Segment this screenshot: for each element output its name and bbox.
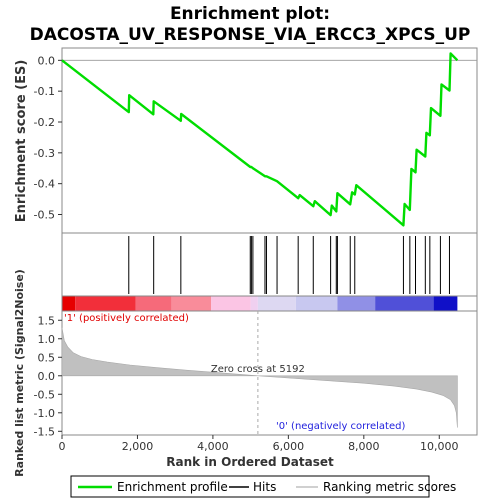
- legend-label-enrichment-profile: Enrichment profile: [117, 480, 228, 494]
- zero-cross-label: Zero cross at 5192: [211, 364, 305, 375]
- metric-y-axis: 1.5 1.0 0.5 0.0 -0.5 -1.0 -1.5: [34, 314, 62, 438]
- es-y-tick-label: 0.0: [38, 54, 56, 67]
- es-y-tick-label: -0.4: [34, 178, 55, 191]
- colorbar-segment: [62, 296, 76, 311]
- metric-y-tick-label: 0.0: [38, 370, 56, 383]
- metric-y-tick-label: -0.5: [34, 388, 55, 401]
- negative-correlation-label: '0' (negatively correlated): [276, 421, 405, 432]
- es-y-tick-label: -0.1: [34, 85, 55, 98]
- es-y-axis: 0.0 -0.1 -0.2 -0.3 -0.4 -0.5: [34, 54, 62, 222]
- metric-y-tick-label: -1.5: [34, 425, 55, 438]
- colorbar-segment: [257, 296, 296, 311]
- x-axis: 0 2,000 4,000 6,000 8,000 10,000: [59, 435, 459, 453]
- es-y-tick-label: -0.2: [34, 116, 55, 129]
- chart-title-line1: Enrichment plot:: [170, 4, 330, 24]
- hit-markers: [128, 236, 450, 294]
- x-tick-label: 6,000: [273, 440, 305, 453]
- colorbar-segment: [211, 296, 251, 311]
- x-tick-label: 8,000: [348, 440, 380, 453]
- metric-y-tick-label: 1.0: [38, 333, 56, 346]
- metric-y-axis-label: Ranked list metric (Signal2Noise): [13, 269, 26, 477]
- colorbar-segment: [250, 296, 258, 311]
- metric-y-tick-label: 1.5: [38, 314, 56, 327]
- legend-frame: [70, 475, 430, 498]
- colorbar-segment: [171, 296, 212, 311]
- es-panel: 0.0 -0.1 -0.2 -0.3 -0.4 -0.5 Enrichment score…: [14, 47, 478, 234]
- legend-label-ranking-metric-scores: Ranking metric scores: [323, 480, 456, 494]
- es-y-tick-label: -0.3: [34, 147, 55, 160]
- es-y-tick-label: -0.5: [34, 209, 55, 222]
- metric-panel: 1.5 1.0 0.5 0.0 -0.5 -1.0 -1.5 Zero cross at 5…: [13, 269, 478, 477]
- legend-label-hits: Hits: [253, 480, 276, 494]
- es-y-axis-label: Enrichment score (ES): [14, 60, 29, 223]
- positive-correlation-label: '1' (positively correlated): [64, 313, 189, 324]
- metric-y-tick-label: -1.0: [34, 407, 55, 420]
- hits-panel: [61, 232, 478, 312]
- ranking-metric-area: [61, 327, 458, 428]
- x-tick-label: 0: [59, 440, 66, 453]
- colorbar-segment: [433, 296, 458, 311]
- colorbar-segment: [75, 296, 136, 311]
- ranking-colorbar: [62, 296, 458, 311]
- legend: Enrichment profile Hits Ranking metric s…: [70, 475, 456, 498]
- hits-panel-frame: [61, 232, 478, 297]
- colorbar-segment: [375, 296, 434, 311]
- colorbar-segment: [295, 296, 338, 311]
- x-tick-label: 4,000: [197, 440, 229, 453]
- es-panel-frame: [61, 47, 478, 234]
- colorbar-segment: [135, 296, 172, 311]
- x-axis-label: Rank in Ordered Dataset: [166, 455, 334, 469]
- metric-y-tick-label: 0.5: [38, 351, 56, 364]
- enrichment-profile-line: [61, 52, 459, 227]
- chart-title-line2: DACOSTA_UV_RESPONSE_VIA_ERCC3_XPCS_UP: [30, 25, 471, 45]
- x-tick-label: 10,000: [420, 440, 459, 453]
- colorbar-segment: [337, 296, 376, 311]
- x-tick-label: 2,000: [122, 440, 154, 453]
